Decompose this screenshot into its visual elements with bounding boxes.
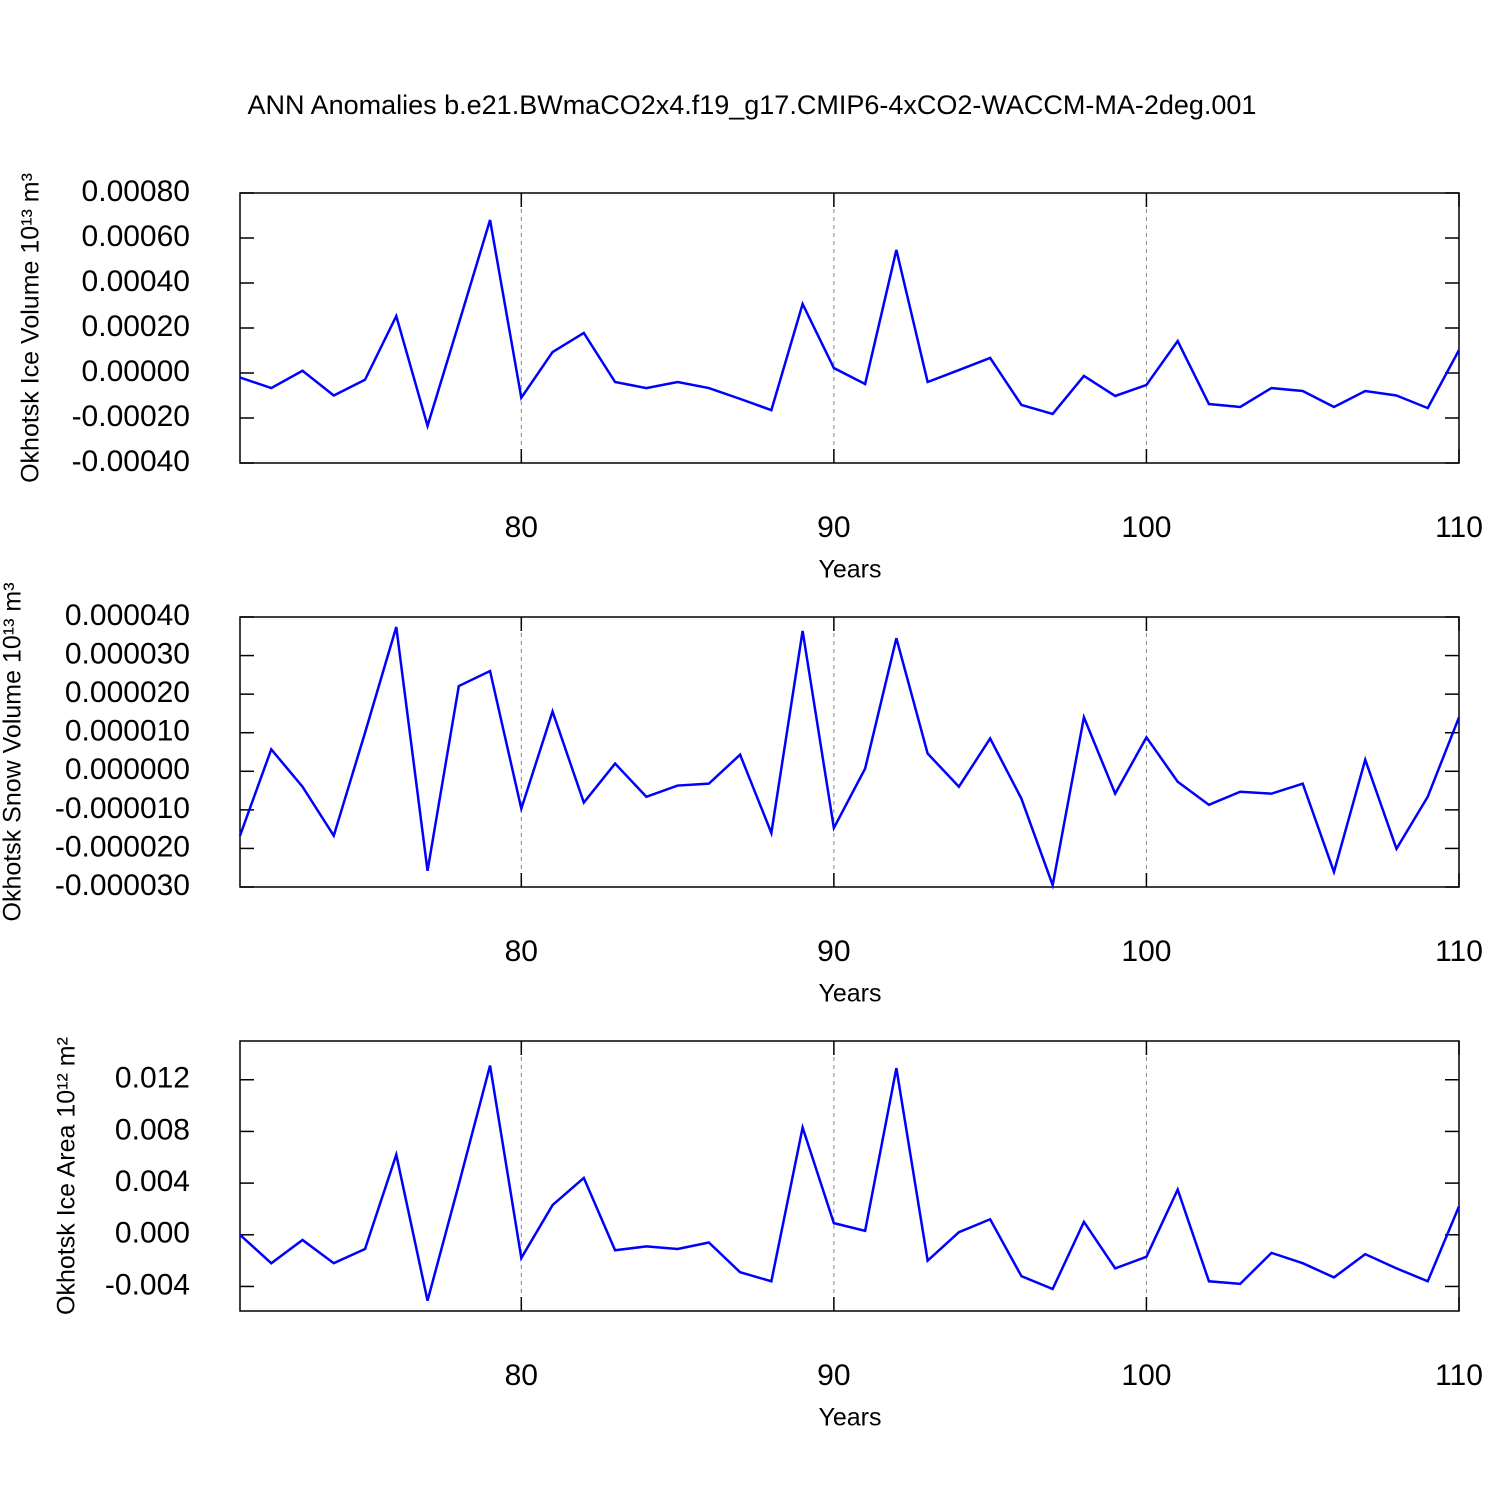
- y-tick-label: 0.012: [115, 1062, 190, 1095]
- y-tick-label: -0.000020: [55, 830, 190, 863]
- y-axis-label: Okhotsk Snow Volume 10¹³ m³: [0, 582, 27, 921]
- y-tick-label: 0.000030: [65, 637, 190, 670]
- x-tick-label: 80: [505, 935, 538, 968]
- y-axis-label: Okhotsk Ice Area 10¹² m²: [53, 1037, 81, 1315]
- x-axis-label: Years: [818, 980, 881, 1008]
- x-tick-label: 110: [1435, 1359, 1483, 1392]
- y-tick-label: -0.004: [105, 1268, 190, 1301]
- y-tick-label: 0.000040: [65, 599, 190, 632]
- y-tick-label: 0.008: [115, 1113, 190, 1146]
- x-tick-label: 90: [817, 1359, 850, 1392]
- y-tick-label: 0.00020: [82, 310, 190, 343]
- y-axis-label: Okhotsk Ice Volume 10¹³ m³: [17, 173, 45, 483]
- y-tick-label: 0.000: [115, 1217, 190, 1250]
- x-tick-label: 90: [817, 511, 850, 544]
- x-axis-label: Years: [818, 1404, 881, 1432]
- y-tick-label: 0.00000: [82, 355, 190, 388]
- y-tick-label: 0.00060: [82, 220, 190, 253]
- y-tick-label: 0.00040: [82, 265, 190, 298]
- x-tick-label: 100: [1121, 935, 1171, 968]
- y-tick-label: 0.000020: [65, 676, 190, 709]
- y-tick-label: 0.000010: [65, 715, 190, 748]
- figure-title: ANN Anomalies b.e21.BWmaCO2x4.f19_g17.CM…: [248, 90, 1257, 120]
- x-tick-label: 80: [505, 1359, 538, 1392]
- data-line: [239, 1065, 1461, 1301]
- y-tick-label: -0.00020: [72, 400, 190, 433]
- x-tick-label: 100: [1121, 1359, 1171, 1392]
- x-tick-label: 90: [817, 935, 850, 968]
- plot-frame: [239, 192, 1460, 464]
- plot-frame: [239, 1040, 1460, 1312]
- y-tick-label: 0.004: [115, 1165, 190, 1198]
- x-axis-label: Years: [818, 556, 881, 584]
- x-tick-label: 100: [1121, 511, 1171, 544]
- y-tick-label: -0.00040: [72, 445, 190, 478]
- data-line: [239, 219, 1461, 431]
- y-tick-label: -0.000010: [55, 792, 190, 825]
- y-tick-label: 0.00080: [82, 175, 190, 208]
- y-tick-label: -0.000030: [55, 869, 190, 902]
- x-tick-label: 110: [1435, 935, 1483, 968]
- plot-frame: [239, 616, 1460, 888]
- x-tick-label: 80: [505, 511, 538, 544]
- y-tick-label: 0.000000: [65, 753, 190, 786]
- x-tick-label: 110: [1435, 511, 1483, 544]
- data-line: [238, 626, 1461, 890]
